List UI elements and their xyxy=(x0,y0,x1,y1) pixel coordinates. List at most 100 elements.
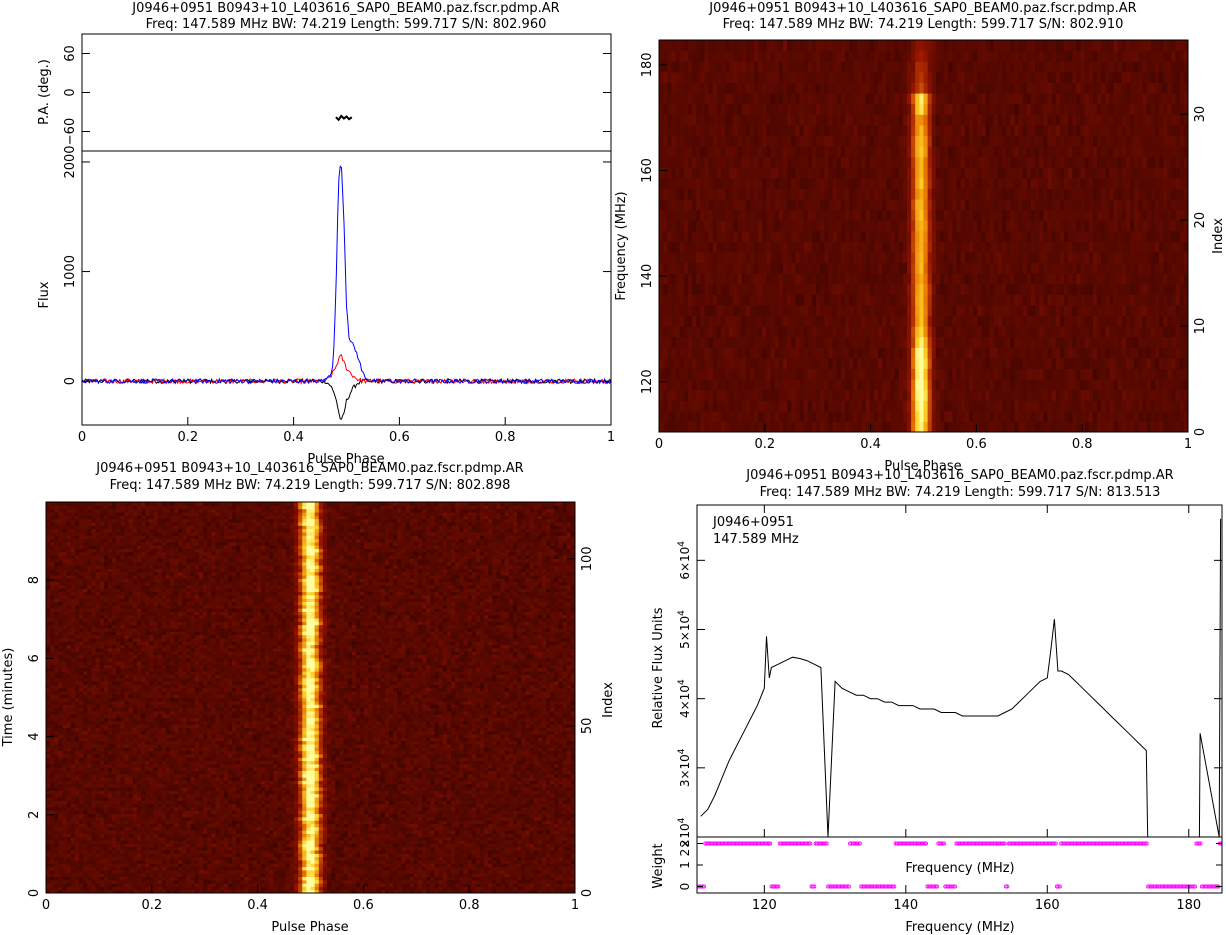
freqphase-cell xyxy=(948,347,954,359)
freqphase-cell xyxy=(803,336,809,348)
freqphase-cell xyxy=(948,188,954,200)
freqphase-cell xyxy=(816,283,821,295)
freqphase-cell xyxy=(1072,389,1078,401)
freqphase-cell xyxy=(890,114,896,126)
freqphase-cell xyxy=(844,357,850,370)
freqphase-cell xyxy=(882,71,887,83)
freqphase-cell xyxy=(1035,230,1040,242)
freqphase-cell xyxy=(816,294,821,306)
freqphase-cell xyxy=(840,294,846,306)
freqphase-cell xyxy=(956,273,962,285)
freqphase-cell xyxy=(749,368,755,380)
freqphase-cell xyxy=(989,177,995,189)
freqphase-cell xyxy=(683,368,689,380)
freqphase-cell xyxy=(1117,82,1123,94)
freqphase-cell xyxy=(795,251,801,264)
freqphase-cell xyxy=(704,241,710,253)
freqphase-cell xyxy=(754,177,759,189)
freqphase-cell xyxy=(997,156,1003,168)
freqphase-cell xyxy=(853,82,858,94)
freqphase-cell xyxy=(770,124,776,136)
freqphase-cell xyxy=(1006,304,1011,317)
freqphase-cell xyxy=(1002,61,1007,73)
freqphase-cell xyxy=(915,273,920,285)
freqphase-cell xyxy=(1055,198,1061,211)
freqphase-cell xyxy=(787,379,792,391)
freqphase-cell xyxy=(849,251,854,264)
freqphase-cell xyxy=(787,167,792,179)
freqphase-cell xyxy=(1084,368,1090,380)
freqphase-cell xyxy=(729,315,734,327)
freqphase-cell xyxy=(1047,410,1053,422)
freqphase-cell xyxy=(1088,198,1094,211)
freqphase-cell xyxy=(1163,251,1168,264)
freqphase-cell xyxy=(1163,262,1168,274)
freqphase-cell xyxy=(687,61,693,73)
freqphase-cell xyxy=(816,177,821,189)
freqphase-cell xyxy=(1068,304,1073,317)
freqphase-cell xyxy=(1134,71,1139,83)
freqphase-cell xyxy=(720,241,726,253)
freqphase-cell xyxy=(898,304,904,317)
freqphase-cell xyxy=(745,156,751,168)
freqphase-cell xyxy=(1039,368,1044,380)
freqphase-cell xyxy=(795,145,801,158)
freqphase-cell xyxy=(915,177,920,189)
freqphase-cell xyxy=(704,198,710,211)
freqphase-cell xyxy=(811,209,817,221)
freqphase-cell xyxy=(836,209,842,221)
freqphase-cell xyxy=(944,262,949,274)
timephase-cell xyxy=(190,889,196,893)
freqphase-cell xyxy=(940,177,945,189)
freqphase-cell xyxy=(1076,198,1082,211)
freqphase-cell xyxy=(944,188,949,200)
freqphase-cell xyxy=(766,156,772,168)
freqphase-cell xyxy=(1002,198,1007,211)
freqphase-cell xyxy=(807,262,813,274)
freqphase-cell xyxy=(1043,124,1049,136)
freqphase-cell xyxy=(960,304,966,317)
freqphase-cell xyxy=(1097,315,1102,327)
freqphase-cell xyxy=(1018,294,1024,306)
freqphase-cell xyxy=(993,294,999,306)
freqphase-cell xyxy=(667,294,672,306)
freqphase-cell xyxy=(683,50,689,62)
freqphase-cell xyxy=(1072,315,1078,327)
freqphase-cell xyxy=(749,50,755,62)
freqphase-cell xyxy=(964,61,970,73)
freqphase-cell xyxy=(1130,336,1135,348)
freqphase-cell xyxy=(1159,357,1164,370)
freqphase-cell xyxy=(1059,326,1065,338)
freqphase-cell xyxy=(749,114,755,126)
freqphase-cell xyxy=(915,251,920,264)
freqphase-cell xyxy=(1109,82,1115,94)
freqphase-cell xyxy=(770,251,776,264)
freqphase-cell xyxy=(1051,124,1057,136)
freqphase-cell xyxy=(1130,379,1135,391)
freqphase-cell xyxy=(749,336,755,348)
freqphase-cell xyxy=(725,82,730,94)
freqphase-cell xyxy=(985,389,991,401)
freqphase-cell xyxy=(940,167,945,179)
freqphase-cell xyxy=(716,50,722,62)
freqphase-cell xyxy=(679,188,685,200)
freqphase-cell xyxy=(675,230,681,242)
freqphase-cell xyxy=(911,177,916,189)
timephase-cell xyxy=(236,886,241,891)
freqphase-cell xyxy=(749,145,755,158)
freqphase-cell xyxy=(749,241,755,253)
freqphase-cell xyxy=(787,304,792,317)
freqphase-cell xyxy=(1121,114,1127,126)
freqphase-cell xyxy=(977,220,982,232)
freqphase-cell xyxy=(865,273,871,285)
freqphase-cell xyxy=(667,400,672,412)
freqphase-cell xyxy=(820,177,825,189)
freqphase-cell xyxy=(973,167,978,179)
freqphase-cell xyxy=(1026,167,1032,179)
freqphase-cell xyxy=(923,40,929,52)
freqphase-cell xyxy=(1146,251,1152,264)
freqphase-cell xyxy=(981,389,987,401)
freqphase-cell xyxy=(1179,421,1185,432)
freqphase-cell xyxy=(1055,262,1061,274)
freqphase-cell xyxy=(795,71,801,83)
